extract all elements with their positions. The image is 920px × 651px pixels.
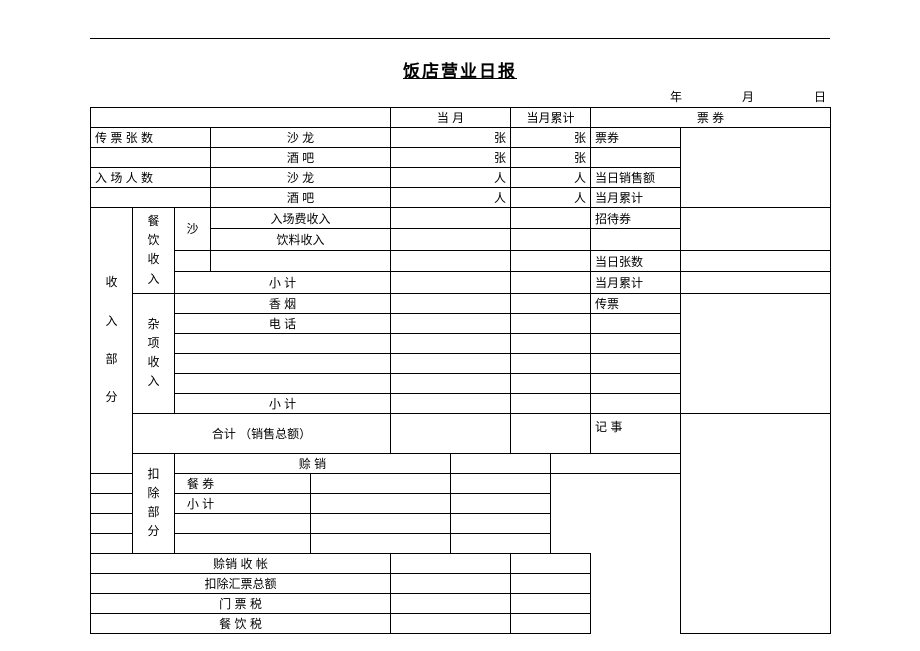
month-leiji2-label: 当月累计 — [591, 272, 681, 293]
zhaodaiquan-label: 招待券 — [591, 208, 681, 229]
dianhua-label: 电 话 — [175, 313, 391, 333]
people-bar-dangyue: 人 — [391, 188, 511, 208]
salon-label-1: 沙 龙 — [211, 128, 391, 148]
ticket-bar-dangyue: 张 — [391, 148, 511, 168]
zaxiang-label: 杂项收入 — [133, 293, 175, 413]
piaoquan-area — [681, 128, 831, 208]
header-row: 当 月 当月累计 票 券 — [91, 108, 831, 128]
heji-label: 合计 （销售总额） — [133, 413, 391, 453]
bar-label-2: 酒 吧 — [211, 188, 391, 208]
piaoquan-header: 票 券 — [591, 108, 831, 128]
report-table: 当 月 当月累计 票 券 传 票 张 数 沙 龙 张 张 票券 酒 吧 张 张 … — [90, 107, 831, 634]
menpiao-shui-label: 门 票 税 — [91, 593, 391, 613]
today-sales-label: 当日销售额 — [591, 168, 681, 188]
entrance-fee-label: 入场费收入 — [211, 208, 391, 229]
day-label: 日 — [814, 88, 826, 105]
income-section-label: 收入部分 — [91, 208, 133, 474]
ticket-count-label: 传 票 张 数 — [91, 128, 211, 148]
salon-label-2: 沙 龙 — [211, 168, 391, 188]
shexiao-shouzhang-label: 赊销 收 帐 — [91, 553, 391, 573]
chuanpiao-label: 传票 — [591, 293, 681, 313]
dangyueleiji-header: 当月累计 — [511, 108, 591, 128]
people-salon-leiji: 人 — [511, 168, 591, 188]
piaoquan-label: 票券 — [591, 128, 681, 148]
date-line: 年 月 日 — [90, 88, 830, 105]
ticket-salon-leiji: 张 — [511, 128, 591, 148]
subtotal-3-label: 小 计 — [91, 493, 311, 513]
shexiao-label: 赊 销 — [175, 453, 451, 473]
jishi-area — [681, 413, 831, 633]
ticket-bar-leiji: 张 — [511, 148, 591, 168]
jishi-label: 记 事 — [591, 413, 681, 453]
ticket-salon-dangyue: 张 — [391, 128, 511, 148]
canquan-label: 餐 券 — [91, 473, 311, 493]
drink-income-label: 饮料收入 — [211, 229, 391, 250]
people-bar-leiji: 人 — [511, 188, 591, 208]
kouchu-huipiao-label: 扣除汇票总额 — [91, 573, 391, 593]
people-count-label: 入 场 人 数 — [91, 168, 211, 188]
month-leiji-label: 当月累计 — [591, 188, 681, 208]
people-salon-dangyue: 人 — [391, 168, 511, 188]
subtotal-2-label: 小 计 — [175, 393, 391, 413]
month-label: 月 — [742, 88, 754, 105]
subtotal-1-label: 小 计 — [175, 272, 391, 293]
document-title: 饭店营业日报 — [90, 57, 830, 82]
canyin-shui-label: 餐 饮 税 — [91, 613, 391, 633]
sha-label: 沙 — [175, 208, 211, 251]
today-count-label: 当日张数 — [591, 250, 681, 271]
year-label: 年 — [670, 88, 682, 105]
bar-label-1: 酒 吧 — [211, 148, 391, 168]
canyin-label: 餐饮收入 — [133, 208, 175, 294]
dangyue-header: 当 月 — [391, 108, 511, 128]
xiangyan-label: 香 烟 — [175, 293, 391, 313]
